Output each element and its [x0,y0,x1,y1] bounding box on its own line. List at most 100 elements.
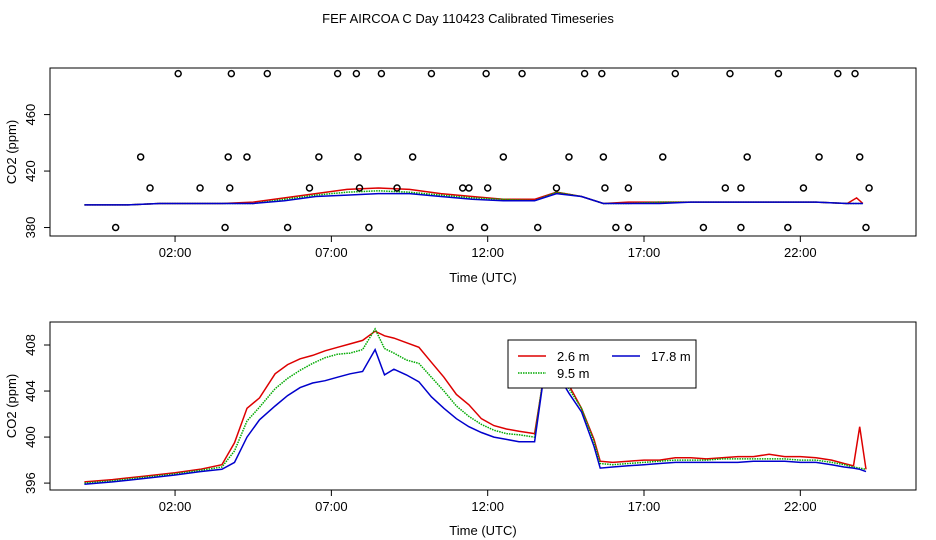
scatter-point [499,153,508,161]
scatter-point [862,223,870,232]
scatter-point [671,69,680,78]
scatter-point [851,69,859,78]
series-line-9-5-m [84,327,867,484]
scatter-point [612,223,620,232]
top-panel: 02:00 07:00 12:00 17:00 22:00 380 420 460 Time… [4,67,917,285]
scatter-point [624,223,633,232]
scatter-point [354,153,362,161]
scatter-point [565,153,573,161]
scatter-point [352,69,361,78]
scatter-point [221,223,229,232]
bottom-y-axis: 396 400 404 408 [23,334,50,494]
scatter-point [659,153,667,161]
scatter-point [855,153,864,161]
scatter-point [482,69,490,78]
scatter-point [333,69,342,78]
x-tick-label: 22:00 [784,499,817,514]
scatter-point [243,153,251,161]
series-line-17-8-m [84,347,867,485]
x-tick-label: 17:00 [628,245,661,260]
scatter-point [774,69,783,78]
legend-label-9-5m: 9.5 m [557,366,590,381]
figure-title: FEF AIRCOA C Day 110423 Calibrated Times… [322,11,614,26]
top-x-axis-label: Time (UTC) [449,270,516,285]
top-scatter-points [111,69,873,232]
scatter-point [393,184,401,192]
legend-label-17-8m: 17.8 m [651,349,691,364]
scatter-point [699,223,708,232]
scatter-point [601,184,609,192]
y-tick-label: 380 [23,217,38,239]
top-y-axis: 380 420 460 [23,104,50,239]
scatter-point [224,153,232,161]
x-tick-label: 02:00 [159,245,192,260]
scatter-point [283,223,292,232]
y-tick-label: 408 [23,334,38,356]
y-tick-label: 400 [23,426,38,448]
scatter-point [111,223,120,232]
bottom-plot-frame [49,321,917,491]
top-y-axis-label: CO2 (ppm) [4,120,19,184]
scatter-point [226,184,234,192]
scatter-point [146,184,154,192]
y-tick-label: 420 [23,160,38,182]
top-x-axis: 02:00 07:00 12:00 17:00 22:00 [159,236,817,260]
scatter-point [483,184,492,192]
bottom-y-axis-label: CO2 (ppm) [4,374,19,438]
scatter-point [721,184,730,192]
legend-box [507,339,697,389]
legend: 2.6 m 17.8 m 9.5 m [507,339,697,389]
scatter-point [315,153,323,161]
scatter-point [726,69,734,78]
scatter-point [196,184,204,192]
y-tick-label: 460 [23,104,38,126]
scatter-point [865,184,873,192]
scatter-point [377,69,386,78]
scatter-point [465,184,473,192]
scatter-point [533,223,542,232]
scatter-point [136,153,145,161]
scatter-point [518,69,526,78]
x-tick-label: 17:00 [628,499,661,514]
scatter-point [580,69,589,78]
y-tick-label: 396 [23,472,38,494]
scatter-point [737,184,745,192]
scatter-point [599,153,608,161]
scatter-point [737,223,745,232]
scatter-point [815,153,823,161]
bottom-panel: 02:00 07:00 12:00 17:00 22:00 396 400 404 408 T… [4,321,917,538]
scatter-point [263,69,272,78]
scatter-point [598,69,606,78]
scatter-point [427,69,436,78]
scatter-point [458,184,467,192]
scatter-point [480,223,489,232]
scatter-point [408,153,417,161]
bottom-series-lines [84,327,867,485]
scatter-point [799,184,808,192]
series-line-2-6-m [84,330,867,483]
x-tick-label: 12:00 [471,499,504,514]
x-tick-label: 12:00 [471,245,504,260]
legend-label-2-6m: 2.6 m [557,349,590,364]
scatter-point [784,223,792,232]
scatter-point [624,184,633,192]
y-tick-label: 404 [23,380,38,402]
scatter-point [365,223,373,232]
bottom-x-axis-label: Time (UTC) [449,523,516,538]
scatter-point [355,184,364,192]
x-tick-label: 07:00 [315,499,348,514]
x-tick-label: 22:00 [784,245,817,260]
bottom-x-axis: 02:00 07:00 12:00 17:00 22:00 [159,490,817,514]
scatter-point [174,69,182,78]
scatter-point [446,223,454,232]
x-tick-label: 07:00 [315,245,348,260]
scatter-point [227,69,236,78]
scatter-point [552,184,561,192]
series-line-2 [84,192,863,206]
top-plot-frame [49,67,917,237]
scatter-point [834,69,842,78]
scatter-point [743,153,751,161]
scatter-point [305,184,314,192]
top-series-lines [84,187,864,206]
